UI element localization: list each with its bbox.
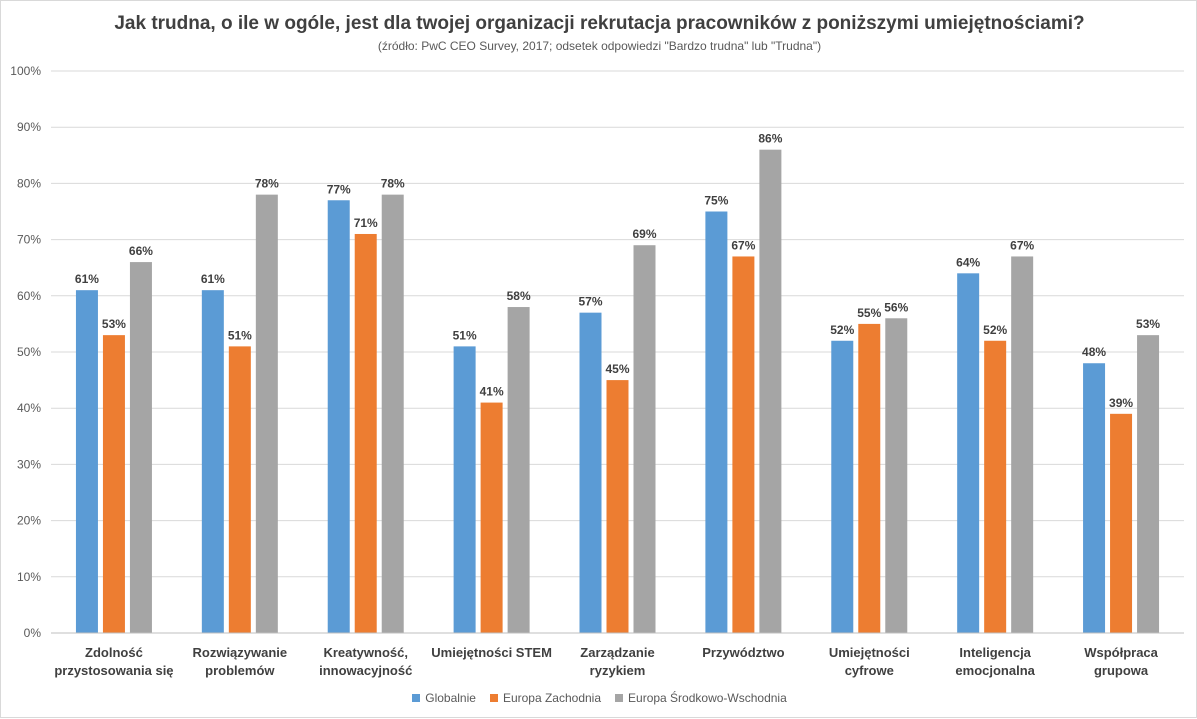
data-label: 52% [983,323,1007,337]
bar [1110,413,1133,633]
data-label: 61% [75,272,99,286]
data-label: 39% [1109,396,1133,410]
bar [732,256,755,633]
category-label: problemów [205,663,275,678]
data-label: 71% [354,216,378,230]
y-tick-label: 70% [17,233,41,247]
bar [102,335,125,633]
bar [1137,335,1160,633]
category-label: Przywództwo [702,645,784,660]
bar [885,318,908,633]
chart-title: Jak trudna, o ile w ogóle, jest dla twoj… [114,13,1085,34]
legend-swatch [615,694,624,702]
category-label: grupowa [1094,663,1149,678]
y-tick-label: 50% [17,345,41,359]
category-label: cyfrowe [845,663,894,678]
legend-swatch [489,694,498,702]
category-label: ryzykiem [590,663,646,678]
category-label: emocjonalna [955,663,1035,678]
data-label: 64% [956,255,980,269]
bar [480,402,503,633]
data-label: 67% [1010,238,1034,252]
y-tick-label: 20% [17,514,41,528]
data-label: 57% [578,295,602,309]
data-label: 58% [507,289,531,303]
data-label: 67% [731,238,755,252]
bar [984,340,1007,633]
bar [1083,363,1106,633]
legend-label: Globalnie [425,691,476,705]
data-label: 78% [381,177,405,191]
chart-subtitle: (źródło: PwC CEO Survey, 2017; odsetek o… [377,39,822,53]
category-label: Współpraca [1084,645,1158,660]
legend: Globalnie Europa Zachodnia Europa Środkowo… [1,691,1197,705]
category-label: Kreatywność, [323,645,408,660]
data-label: 53% [102,317,126,331]
category-label: przystosowania się [54,663,173,678]
data-label: 53% [1136,317,1160,331]
category-label: Inteligencja [959,645,1031,660]
category-label: Umiejętności STEM [431,645,552,660]
data-label: 51% [228,328,252,342]
legend-item: Globalnie [412,691,476,705]
data-label: 45% [605,362,629,376]
legend-label: Europa Zachodnia [502,691,602,705]
bar [579,312,602,633]
y-tick-label: 0% [24,626,42,640]
data-label: 55% [857,306,881,320]
data-label: 75% [704,194,728,208]
data-label: 78% [255,177,279,191]
bar [606,380,629,633]
category-label: Zdolność [85,645,143,660]
data-label: 48% [1082,345,1106,359]
y-tick-label: 10% [17,570,41,584]
bar [129,262,152,633]
bar [831,340,854,633]
data-label: 41% [480,385,504,399]
bar [201,290,224,633]
bar [507,307,530,633]
bar [75,290,98,633]
category-label: Zarządzanie [580,645,654,660]
bar [228,346,251,633]
legend-item: Europa Środkowo-Wschodnia [615,691,787,705]
data-label: 52% [830,323,854,337]
y-tick-label: 30% [17,457,41,471]
bar [354,233,377,634]
data-label: 51% [453,328,477,342]
bar [255,194,278,633]
category-label: innowacyjność [319,663,412,678]
y-tick-label: 40% [17,401,41,415]
bar [381,194,404,633]
y-tick-label: 100% [10,64,41,78]
category-label: Umiejętności [829,645,910,660]
data-label: 77% [327,182,351,196]
data-label: 66% [129,244,153,258]
bar [957,273,980,633]
bar [1011,256,1034,633]
category-label: Rozwiązywanie [193,645,288,660]
bar [759,149,782,633]
y-tick-label: 60% [17,289,41,303]
legend-swatch [412,694,421,702]
legend-label: Europa Środkowo-Wschodnia [628,691,787,705]
y-tick-label: 80% [17,176,41,190]
bar [705,211,728,633]
bar [327,200,350,633]
bar [633,245,656,633]
data-label: 86% [758,132,782,146]
data-label: 56% [884,300,908,314]
bar [858,323,881,633]
data-label: 61% [201,272,225,286]
legend-item: Europa Zachodnia [489,691,602,705]
bar [453,346,476,633]
y-tick-label: 90% [17,120,41,134]
data-label: 69% [632,227,656,241]
